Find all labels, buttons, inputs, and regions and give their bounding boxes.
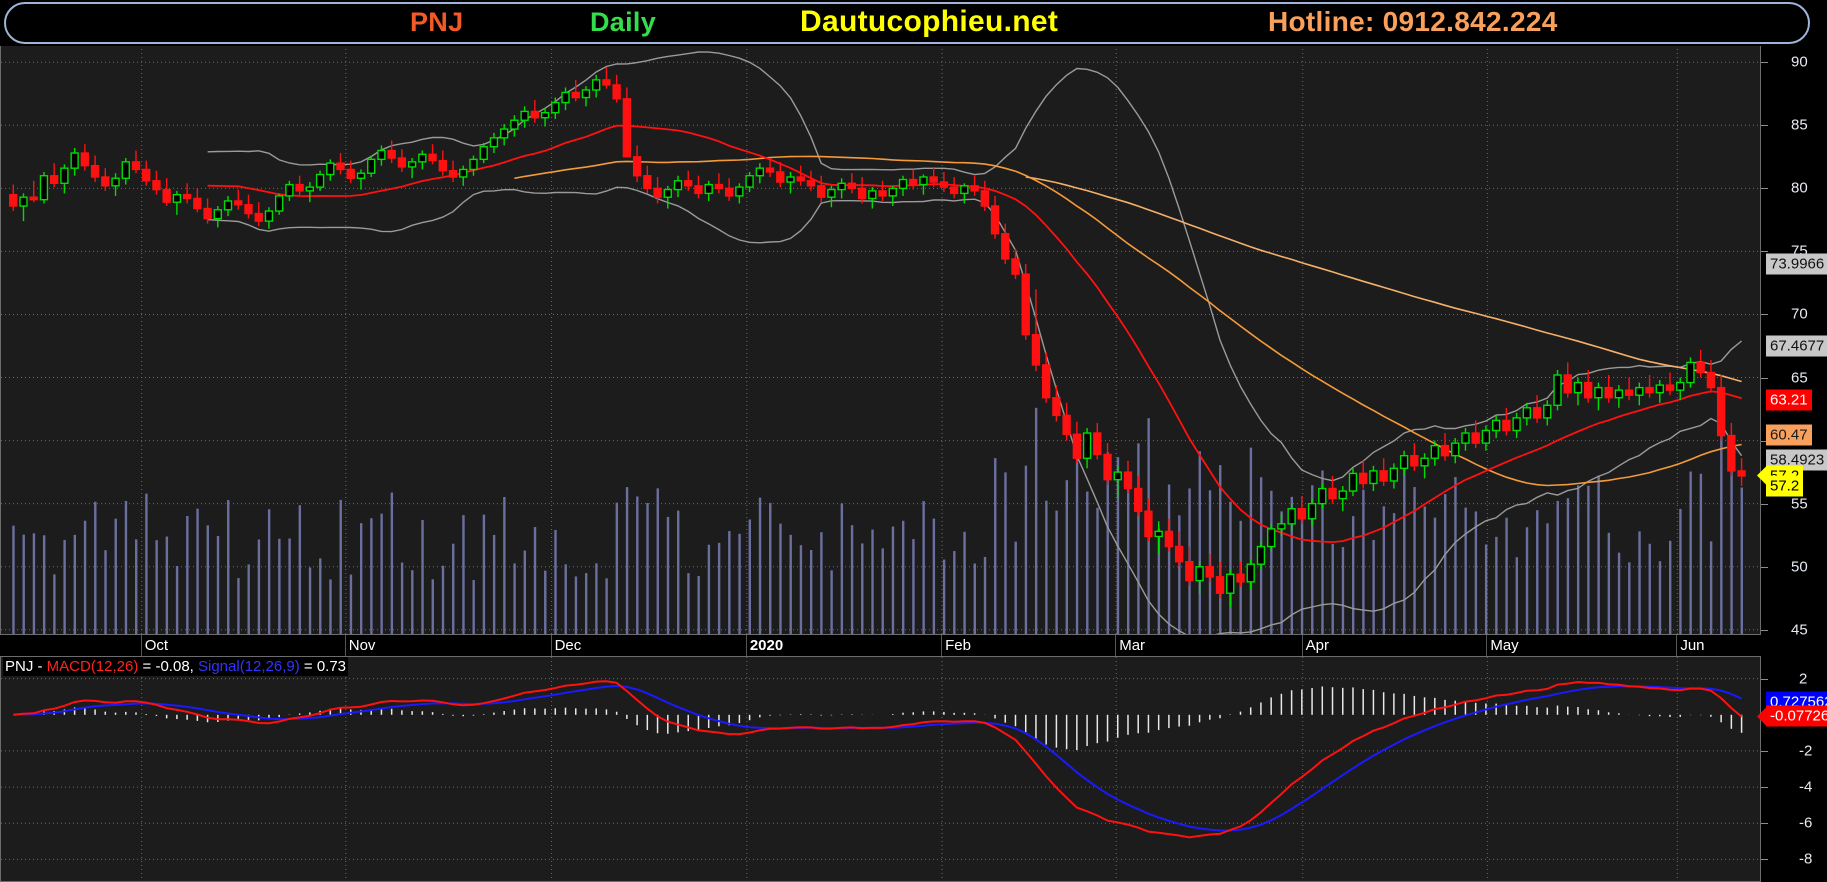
macd-axis-label--4: -4 [1799, 778, 1813, 796]
price-axis-label-70: 70 [1791, 305, 1808, 323]
macd-axis-label-2: 2 [1799, 670, 1808, 688]
price-chart-panel[interactable] [0, 36, 1761, 656]
macd-legend-macd-value: = -0.08, [138, 658, 198, 675]
price-badge-2[interactable]: 63.21 [1766, 389, 1812, 411]
date-label-feb: Feb [945, 637, 971, 654]
price-badge-0[interactable]: 73.9966 [1766, 253, 1827, 275]
price-axis-tick [1761, 251, 1768, 253]
price-axis-label-85: 85 [1791, 116, 1808, 134]
price-axis-tick [1761, 377, 1768, 379]
date-label-jun: Jun [1680, 637, 1705, 654]
macd-badge-1[interactable]: -0.077260 [1766, 705, 1827, 727]
date-separator [941, 635, 943, 657]
date-axis: Oct Nov Dec 2020 Feb Mar Apr May Jun [0, 634, 1761, 657]
price-axis-label-65: 65 [1791, 369, 1808, 387]
macd-panel[interactable] [0, 656, 1761, 882]
price-plot-area[interactable] [1, 37, 1760, 655]
date-separator [1486, 635, 1488, 657]
price-axis-tick [1761, 314, 1768, 316]
macd-legend-signal-name: Signal(12,26,9) [198, 658, 300, 675]
header-banner: PNJ Daily Dautucophieu.net Hotline: 0912… [0, 0, 1827, 46]
macd-axis-tick [1761, 750, 1768, 752]
macd-axis-tick [1761, 823, 1768, 825]
macd-axis-tick [1761, 787, 1768, 789]
date-separator [1301, 635, 1303, 657]
volume-bars [12, 407, 1743, 653]
price-axis-tick [1761, 62, 1768, 64]
macd-value-axis[interactable]: 2-2-4-6-80.727562-0.077260 [1761, 656, 1827, 882]
price-axis-label-55: 55 [1791, 495, 1808, 513]
price-axis-tick [1761, 440, 1768, 442]
price-value-axis[interactable]: 9085807570656055504573.996667.467763.216… [1761, 36, 1827, 656]
date-separator [140, 635, 142, 657]
macd-legend-signal-value: = 0.73 [299, 658, 347, 675]
header-hotline: Hotline: 0912.842.224 [1268, 6, 1558, 37]
header-website: Dautucophieu.net [800, 5, 1059, 38]
macd-axis-label--8: -8 [1799, 850, 1813, 868]
date-separator [745, 635, 747, 657]
price-axis-tick [1761, 125, 1768, 127]
price-axis-tick [1761, 188, 1768, 190]
price-badge-1[interactable]: 67.4677 [1766, 335, 1827, 357]
date-label-2020: 2020 [749, 637, 784, 654]
price-axis-tick [1761, 629, 1768, 631]
date-separator [1115, 635, 1117, 657]
macd-axis-label--2: -2 [1799, 742, 1813, 760]
date-label-dec: Dec [554, 637, 582, 654]
price-badge-6[interactable]: 57.2 [1766, 475, 1804, 497]
price-axis-tick [1761, 503, 1768, 505]
macd-axis-tick [1761, 859, 1768, 861]
price-axis-label-50: 50 [1791, 558, 1808, 576]
price-axis-label-80: 80 [1791, 179, 1808, 197]
price-series-layer [1, 37, 1760, 655]
header-timeframe: Daily [590, 7, 657, 37]
header-symbol: PNJ [410, 7, 464, 37]
macd-legend: PNJ - MACD(12,26) = -0.08, Signal(12,26,… [3, 657, 349, 676]
date-label-may: May [1490, 637, 1519, 654]
macd-plot-area[interactable] [1, 657, 1760, 881]
date-separator [1676, 635, 1678, 657]
macd-legend-prefix: PNJ - [5, 658, 47, 675]
date-label-mar: Mar [1119, 637, 1146, 654]
banner-outline [4, 2, 1810, 44]
date-separator [550, 635, 552, 657]
date-separator [344, 635, 346, 657]
date-label-oct: Oct [144, 637, 169, 654]
macd-series-layer [1, 657, 1760, 881]
price-badge-3[interactable]: 60.47 [1766, 424, 1812, 446]
macd-legend-macd-name: MACD(12,26) [46, 658, 139, 675]
price-axis-label-90: 90 [1791, 53, 1808, 71]
macd-histogram [22, 686, 1743, 751]
macd-axis-tick [1761, 678, 1768, 680]
date-label-apr: Apr [1305, 637, 1329, 654]
price-axis-tick [1761, 566, 1768, 568]
price-axis-label-45: 45 [1791, 621, 1808, 639]
candlesticks [9, 67, 1746, 608]
date-label-nov: Nov [348, 637, 376, 654]
macd-axis-label--6: -6 [1799, 814, 1813, 832]
